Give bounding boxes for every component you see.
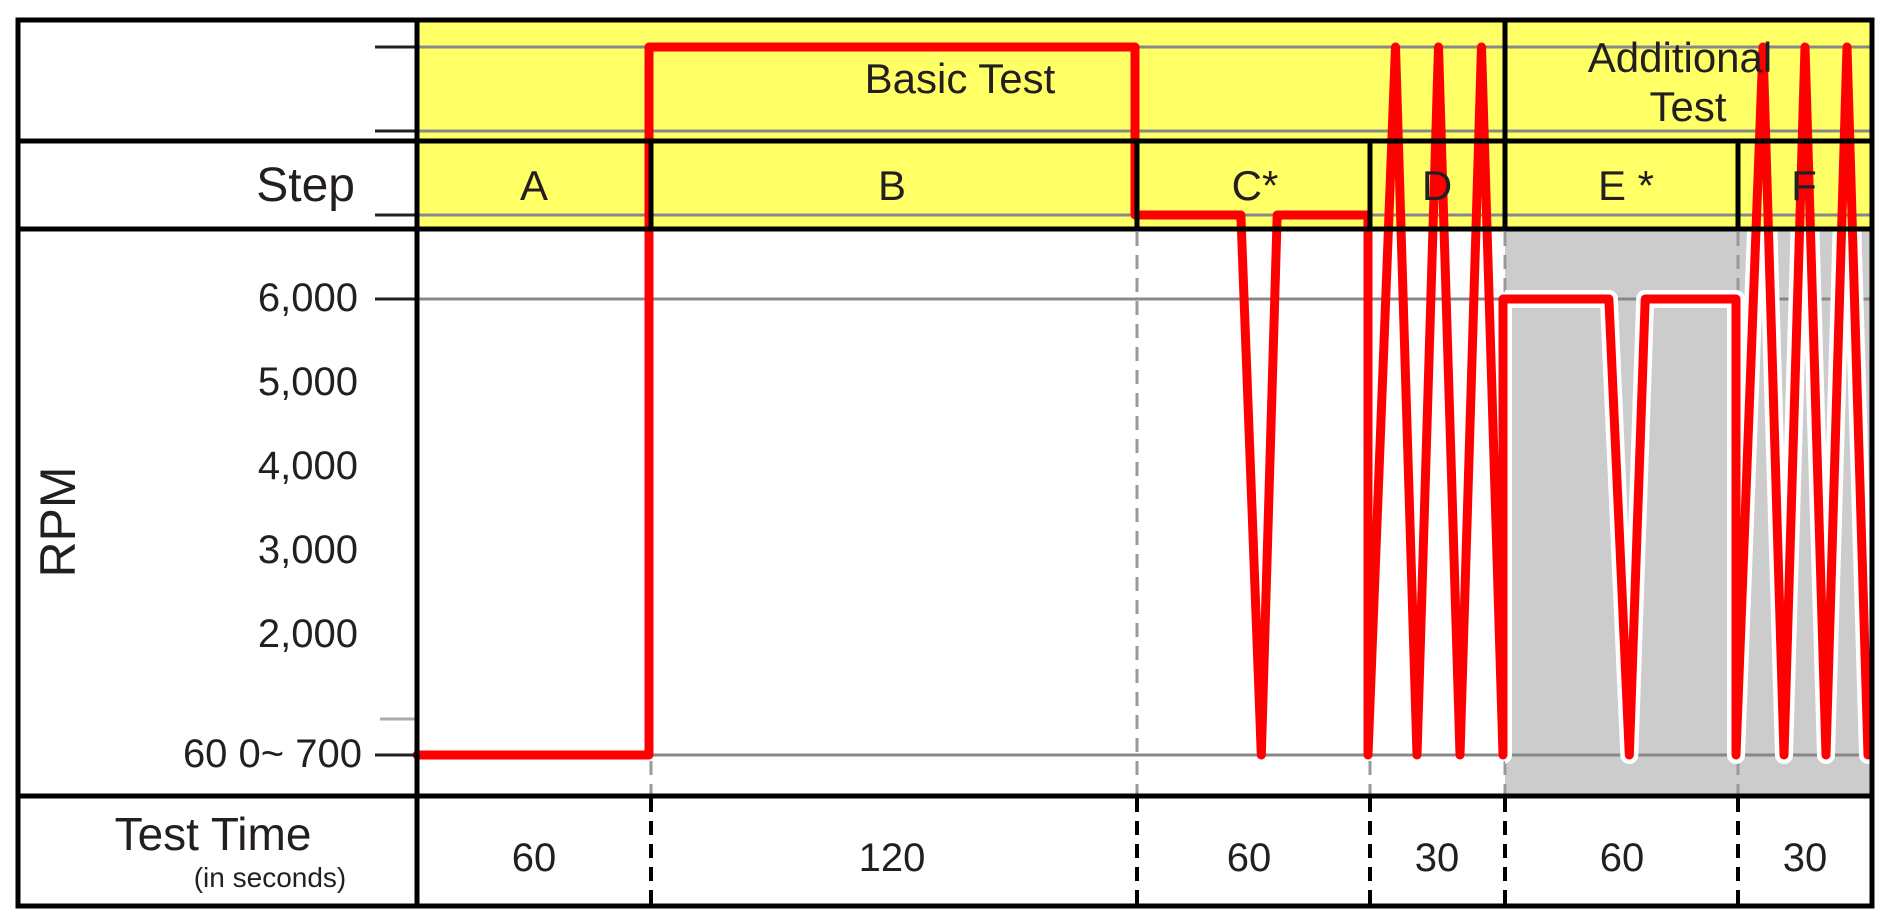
rpm-trace-line: [412, 42, 1873, 760]
rpm-tick-4000: 4,000: [258, 444, 358, 488]
time-a: 60: [512, 836, 557, 880]
time-c: 60: [1227, 836, 1272, 880]
time-d: 30: [1415, 836, 1460, 880]
step-e: E *: [1598, 162, 1654, 209]
additional-test-title-line1: Additional: [1588, 34, 1772, 81]
rpm-tick-6000: 6,000: [258, 276, 358, 320]
additional-test-title-line2: Test: [1649, 83, 1726, 130]
step-d: D: [1422, 162, 1452, 209]
time-e: 60: [1600, 836, 1645, 880]
rpm-tick-2000: 2,000: [258, 612, 358, 656]
rpm-axis-label: RPM: [30, 466, 86, 577]
basic-test-header-cell: [417, 20, 1505, 140]
step-b: B: [878, 162, 906, 209]
test-time-label: Test Time: [115, 808, 312, 860]
step-label: Step: [256, 159, 355, 212]
step-c: C*: [1232, 162, 1279, 209]
time-f: 30: [1783, 836, 1828, 880]
time-separators: [649, 798, 1740, 906]
time-b: 120: [859, 836, 926, 880]
basic-test-title: Basic Test: [865, 55, 1056, 102]
step-a: A: [520, 162, 548, 209]
rpm-tick-3000: 3,000: [258, 528, 358, 572]
rpm-tick-marks: [375, 45, 417, 757]
test-time-sublabel: (in seconds): [194, 862, 347, 893]
rpm-tick-600-700: 60 0~ 700: [183, 732, 362, 776]
rpm-tick-5000: 5,000: [258, 360, 358, 404]
step-f: F: [1791, 162, 1817, 209]
table-borders: [15, 17, 1875, 909]
